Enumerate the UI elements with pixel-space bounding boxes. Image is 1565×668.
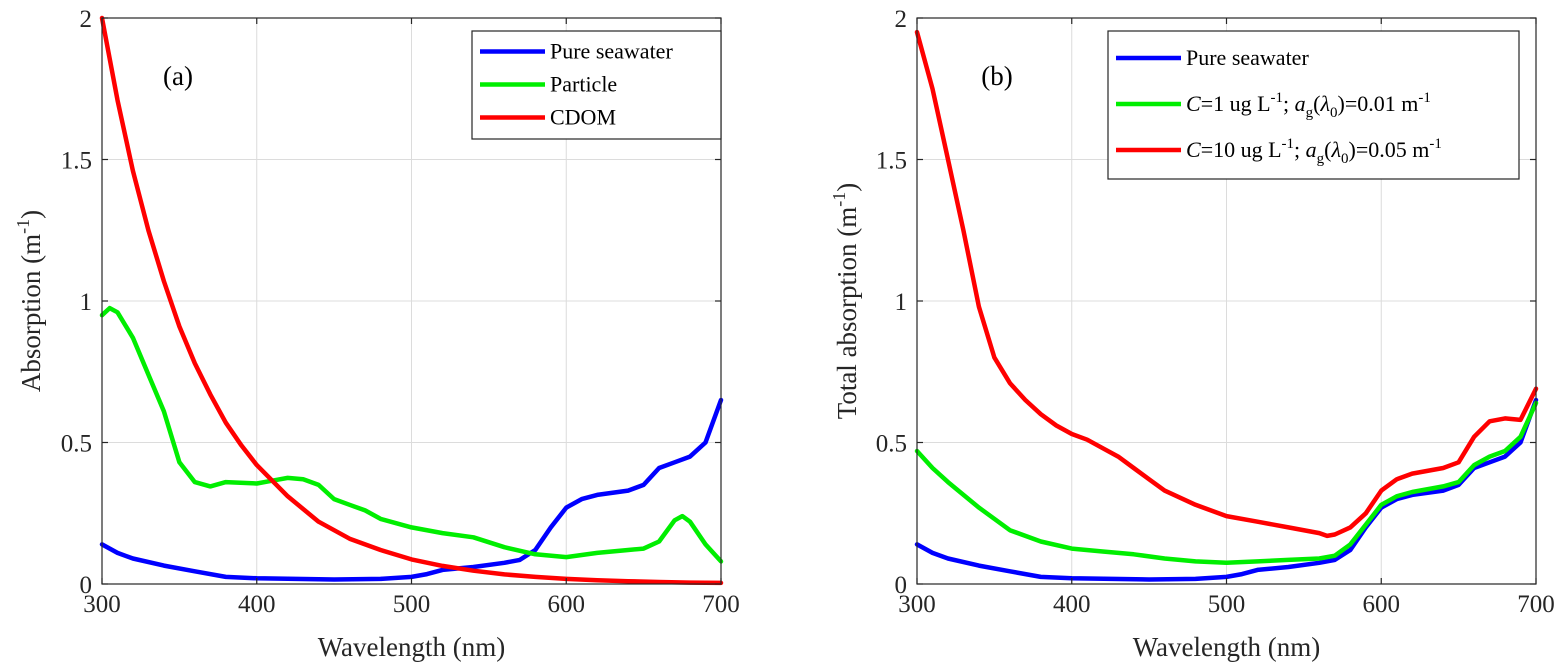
x-tick-label: 700 — [702, 591, 740, 618]
y-tick-label: 2 — [80, 6, 93, 33]
legend-label-2: Particle — [550, 72, 617, 97]
y-tick-label: 0.5 — [876, 431, 907, 458]
panel-a: 300 400 500 600 700 0 0.5 1 1.5 2 Wavelength (nm) A… — [13, 6, 740, 662]
y-tick-label: 2 — [895, 6, 908, 33]
y-tick-label: 1.5 — [876, 148, 907, 175]
legend-label-1: Pure seawater — [550, 39, 673, 64]
y-tick-label: 1.5 — [61, 148, 92, 175]
x-tick-label: 600 — [1363, 591, 1401, 618]
series-line-3 — [99, 15, 724, 586]
series-line-3 — [914, 29, 1539, 539]
panel-b: 300 400 500 600 700 0 0.5 1 1.5 2 Wavelength (nm) T… — [829, 6, 1555, 662]
x-tick-label: 500 — [393, 591, 431, 618]
x-tick-label: 600 — [548, 591, 586, 618]
y-axis-label: Absorption (m-1) — [13, 210, 46, 392]
series-line-2 — [914, 400, 1539, 566]
x-tick-label: 400 — [238, 591, 276, 618]
series-line-2 — [99, 305, 724, 564]
legend-label-1: Pure seawater — [1186, 45, 1309, 70]
x-tick-label: 500 — [1208, 591, 1246, 618]
y-tick-label: 0 — [895, 572, 908, 599]
series-line-1 — [99, 397, 724, 582]
x-axis-label: Wavelength (nm) — [318, 632, 506, 662]
x-tick-label: 300 — [83, 591, 121, 618]
y-tick-label: 0 — [80, 572, 93, 599]
legend-label-2: C=1 ug L-1; ag(λ0)=0.01 m-1 — [1186, 90, 1431, 121]
y-tick-label: 1 — [895, 289, 908, 316]
legend: Pure seawater C=1 ug L-1; ag(λ0)=0.01 m-1… — [1107, 30, 1520, 180]
panel-label: (b) — [981, 61, 1012, 91]
legend: Pure seawater Particle CDOM — [471, 30, 722, 140]
x-tick-label: 400 — [1053, 591, 1091, 618]
panel-label: (a) — [163, 61, 193, 91]
y-tick-label: 0.5 — [61, 431, 92, 458]
y-tick-label: 1 — [80, 289, 93, 316]
x-tick-label: 300 — [898, 591, 936, 618]
x-tick-label: 700 — [1517, 591, 1555, 618]
y-axis-label: Total absorption (m-1) — [829, 183, 862, 420]
x-axis-label: Wavelength (nm) — [1133, 632, 1321, 662]
legend-label-3: C=10 ug L-1; ag(λ0)=0.05 m-1 — [1186, 136, 1442, 167]
legend-label-3: CDOM — [550, 105, 616, 130]
